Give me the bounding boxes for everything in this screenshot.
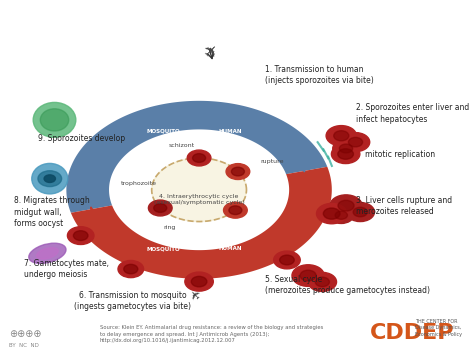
Circle shape bbox=[308, 272, 337, 291]
Circle shape bbox=[44, 175, 55, 182]
Circle shape bbox=[329, 207, 354, 223]
Text: ring: ring bbox=[163, 225, 175, 230]
Ellipse shape bbox=[33, 102, 76, 137]
Circle shape bbox=[154, 204, 167, 212]
Circle shape bbox=[339, 144, 353, 153]
Text: rupture: rupture bbox=[261, 159, 284, 164]
Circle shape bbox=[118, 261, 144, 278]
Polygon shape bbox=[152, 158, 246, 222]
Circle shape bbox=[333, 140, 359, 157]
Text: Life Cycle of the Malaria Parasite: Life Cycle of the Malaria Parasite bbox=[70, 10, 404, 28]
Text: 9. Sporozoites develop: 9. Sporozoites develop bbox=[38, 135, 125, 143]
Circle shape bbox=[229, 206, 242, 214]
Text: Source: Klein EY. Antimalarial drug resistance: a review of the biology and stra: Source: Klein EY. Antimalarial drug resi… bbox=[100, 325, 323, 343]
Text: ✈: ✈ bbox=[188, 285, 205, 301]
Text: MOSQUITO: MOSQUITO bbox=[147, 129, 180, 133]
Text: 1. Transmission to human
(injects sporozoites via bite): 1. Transmission to human (injects sporoz… bbox=[265, 65, 374, 86]
Text: 2. Sporozoites enter liver and
infect hepatocytes: 2. Sporozoites enter liver and infect he… bbox=[356, 103, 469, 124]
Ellipse shape bbox=[29, 243, 66, 263]
Circle shape bbox=[192, 154, 206, 162]
Text: 5. Sexual cycle
(merozoites produce gametocytes instead): 5. Sexual cycle (merozoites produce game… bbox=[265, 275, 430, 295]
Circle shape bbox=[38, 171, 62, 187]
Circle shape bbox=[124, 264, 138, 274]
Polygon shape bbox=[66, 101, 327, 213]
Circle shape bbox=[185, 272, 213, 291]
Circle shape bbox=[323, 208, 340, 219]
Circle shape bbox=[330, 195, 362, 217]
Circle shape bbox=[338, 200, 354, 211]
Text: 7. Gametocytes mate,
undergo meiosis: 7. Gametocytes mate, undergo meiosis bbox=[24, 259, 109, 279]
Circle shape bbox=[67, 227, 94, 245]
Polygon shape bbox=[71, 167, 332, 279]
Circle shape bbox=[231, 167, 245, 176]
Circle shape bbox=[226, 164, 250, 180]
Circle shape bbox=[273, 251, 300, 269]
Circle shape bbox=[346, 202, 374, 222]
Text: HUMAN: HUMAN bbox=[218, 246, 242, 251]
Text: 4. Intraerythrocytic cycle
(asexual/symptomatic cycle): 4. Intraerythrocytic cycle (asexual/symp… bbox=[154, 194, 245, 205]
Circle shape bbox=[224, 202, 247, 218]
Text: BY  NC  ND: BY NC ND bbox=[9, 343, 39, 348]
Ellipse shape bbox=[40, 109, 69, 131]
Circle shape bbox=[341, 132, 370, 152]
Circle shape bbox=[191, 276, 207, 287]
Text: mitotic replication: mitotic replication bbox=[365, 150, 435, 159]
Circle shape bbox=[334, 131, 349, 141]
Circle shape bbox=[187, 150, 211, 166]
Text: schizont: schizont bbox=[168, 143, 194, 148]
Circle shape bbox=[300, 270, 316, 281]
Circle shape bbox=[338, 149, 354, 159]
Text: 3. Liver cells rupture and
merozoites released: 3. Liver cells rupture and merozoites re… bbox=[356, 196, 452, 216]
Text: trophozoite: trophozoite bbox=[120, 181, 156, 186]
Circle shape bbox=[353, 207, 367, 217]
Circle shape bbox=[280, 255, 294, 265]
Circle shape bbox=[326, 126, 356, 146]
Text: ✈: ✈ bbox=[200, 40, 222, 63]
Circle shape bbox=[335, 211, 347, 219]
Circle shape bbox=[317, 203, 347, 224]
Circle shape bbox=[315, 277, 329, 287]
Ellipse shape bbox=[32, 163, 68, 194]
Circle shape bbox=[331, 144, 360, 164]
Text: 6. Transmission to mosquito
(ingests gametocytes via bite): 6. Transmission to mosquito (ingests gam… bbox=[74, 291, 191, 311]
Circle shape bbox=[73, 231, 88, 240]
Ellipse shape bbox=[36, 247, 58, 259]
Text: THE CENTER FOR
Disease Dynamics,
Economics & Policy: THE CENTER FOR Disease Dynamics, Economi… bbox=[415, 319, 462, 337]
Circle shape bbox=[292, 265, 324, 286]
Text: CDDEP: CDDEP bbox=[370, 323, 454, 343]
Text: MOSQUITO: MOSQUITO bbox=[147, 246, 180, 251]
Text: HUMAN: HUMAN bbox=[218, 129, 242, 133]
Text: 8. Migrates through
midgut wall,
forms oocyst: 8. Migrates through midgut wall, forms o… bbox=[14, 196, 90, 228]
Text: ⊕⊕⊕⊕: ⊕⊕⊕⊕ bbox=[9, 329, 42, 339]
Circle shape bbox=[148, 200, 172, 216]
Circle shape bbox=[348, 137, 363, 147]
